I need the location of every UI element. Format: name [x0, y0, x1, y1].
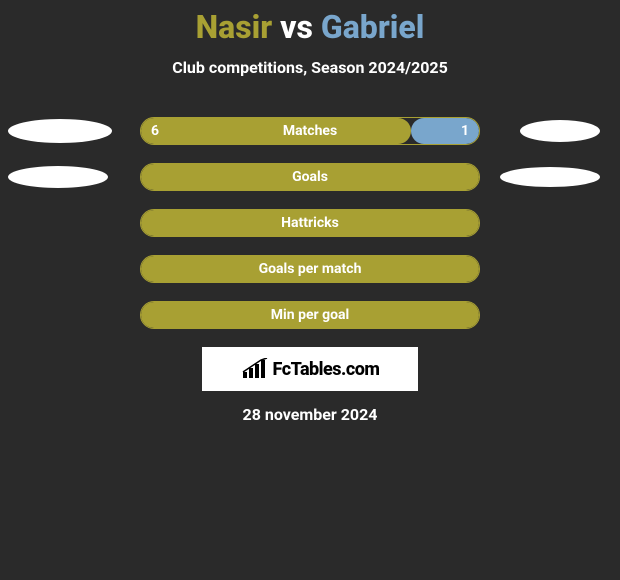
marker-right — [520, 120, 600, 142]
vs-text: vs — [280, 8, 313, 46]
stat-row-matches: 6 Matches 1 — [0, 117, 620, 145]
player-left-name: Nasir — [196, 8, 273, 46]
marker-right — [500, 167, 600, 187]
bar-value-left: 6 — [151, 118, 159, 144]
bar-track: Goals — [140, 163, 480, 191]
title: Nasir vs Gabriel — [0, 8, 620, 46]
bar-fill-left — [141, 118, 411, 144]
fctables-icon — [241, 358, 269, 380]
subtitle: Club competitions, Season 2024/2025 — [0, 58, 620, 77]
player-right-name: Gabriel — [321, 8, 424, 46]
stat-row-goals: Goals — [0, 163, 620, 191]
bar-track: Min per goal — [140, 301, 480, 329]
stat-row-min-per-goal: Min per goal — [0, 301, 620, 329]
stat-row-hattricks: Hattricks — [0, 209, 620, 237]
bar-track: Goals per match — [140, 255, 480, 283]
logo-box: FcTables.com — [202, 347, 418, 391]
marker-left — [8, 119, 112, 143]
stat-rows: 6 Matches 1 Goals Hattricks — [0, 117, 620, 329]
bar-fill-left — [141, 256, 479, 282]
bar-track: 6 Matches 1 — [140, 117, 480, 145]
bar-fill-left — [141, 210, 479, 236]
bar-value-right: 1 — [461, 118, 469, 144]
bar-fill-left — [141, 302, 479, 328]
date-text: 28 november 2024 — [0, 405, 620, 424]
bar-fill-left — [141, 164, 479, 190]
bar-track: Hattricks — [140, 209, 480, 237]
logo-text: FcTables.com — [273, 359, 380, 380]
comparison-infographic: Nasir vs Gabriel Club competitions, Seas… — [0, 0, 620, 580]
stat-row-goals-per-match: Goals per match — [0, 255, 620, 283]
marker-left — [8, 166, 108, 188]
